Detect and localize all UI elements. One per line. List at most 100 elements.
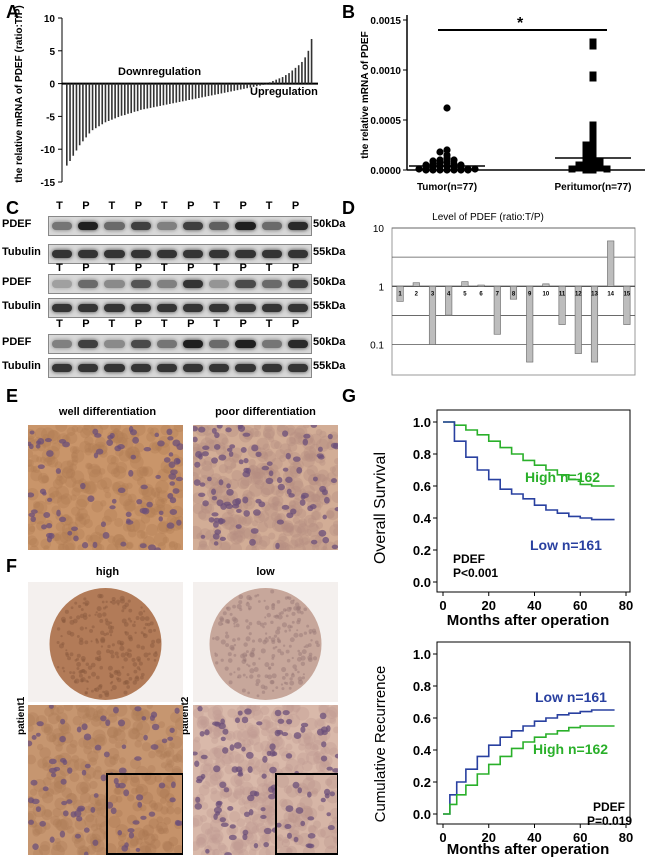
tissue-cell: [86, 463, 93, 470]
tissue-cell: [279, 454, 287, 462]
tissue-speck: [116, 677, 120, 681]
tissue-cell: [48, 712, 60, 725]
tissue-cell: [119, 757, 126, 764]
tissue-cell: [259, 719, 271, 731]
tissue-cell: [100, 477, 113, 490]
tissue-cell: [28, 464, 35, 473]
tissue-cell: [70, 506, 81, 516]
tissue-cell: [46, 732, 57, 743]
tissue-cell: [42, 777, 52, 786]
tissue-cell: [139, 841, 152, 853]
panel-g-recurrence-xtick-label: 60: [573, 830, 587, 845]
tissue-speck: [268, 635, 272, 639]
tissue-cell: [251, 520, 259, 527]
tissue-nucleus: [213, 443, 221, 450]
tissue-cell: [93, 802, 103, 812]
tissue-nucleus: [285, 753, 293, 759]
tissue-cell: [239, 781, 254, 796]
tissue-speck: [256, 674, 261, 678]
panel-c-band: [130, 304, 151, 312]
tissue-nucleus: [285, 805, 294, 812]
tissue-cell: [311, 790, 318, 797]
tissue-cell: [300, 786, 309, 794]
tissue-speck: [310, 639, 313, 642]
tissue-cell: [197, 543, 210, 550]
tissue-cell: [208, 725, 222, 739]
tissue-cell: [224, 457, 237, 470]
tissue-cell: [43, 457, 53, 467]
tissue-cell: [230, 774, 243, 787]
tissue-nucleus: [167, 736, 174, 741]
tissue-speck: [225, 631, 229, 635]
tissue-cell: [118, 840, 126, 848]
tissue-cell: [304, 529, 312, 537]
tissue-speck: [261, 690, 266, 694]
tissue-cell: [198, 508, 211, 521]
tissue-cell: [293, 427, 306, 440]
tissue-cell: [173, 542, 182, 550]
tissue-cell: [310, 433, 322, 446]
tissue-speck: [289, 680, 295, 686]
tissue-speck: [79, 626, 84, 631]
panel-c-band: [104, 304, 125, 312]
panel-a-bar: [133, 83, 136, 112]
tissue-cell: [163, 816, 171, 825]
tissue-cell: [66, 743, 77, 755]
panel-a-bar: [169, 83, 171, 104]
tissue-speck: [133, 669, 138, 674]
tissue-cell: [113, 727, 122, 736]
panel-a-bar: [291, 70, 294, 84]
panel-d-bar: [445, 285, 453, 316]
tissue-cell: [55, 743, 63, 752]
panel-c-band: [52, 340, 73, 348]
tissue-cell: [88, 757, 98, 766]
panel-a-bar: [127, 83, 129, 114]
tissue-cell: [41, 723, 51, 734]
tissue-speck: [116, 655, 120, 659]
tissue-cell: [92, 713, 101, 722]
panel-a-bar: [204, 83, 207, 97]
tissue-cell: [103, 508, 118, 522]
tissue-cell: [165, 758, 173, 766]
tissue-cell: [304, 807, 318, 821]
panel-b-point-tumor: [422, 166, 430, 174]
tissue-cell: [63, 705, 73, 712]
panel-c-row-tubulin: Tubulin: [2, 246, 41, 258]
tissue-cell: [83, 766, 97, 779]
panel-d-cat-label: 5: [463, 291, 467, 297]
tissue-nucleus: [55, 468, 62, 474]
tissue-nucleus: [81, 542, 89, 549]
tissue-cell: [333, 527, 338, 535]
tissue-cell: [79, 792, 91, 804]
tissue-nucleus: [174, 707, 180, 714]
tissue-cell: [206, 808, 216, 818]
tissue-cell: [288, 437, 296, 444]
tissue-cell: [227, 708, 237, 718]
tissue-speck: [281, 667, 287, 673]
panel-d-ytick-label: 10: [373, 224, 385, 235]
tissue-cell: [293, 497, 301, 505]
tissue-speck: [110, 654, 115, 659]
tissue-nucleus: [123, 789, 130, 797]
tissue-cell: [156, 504, 166, 514]
panel-c-band: [261, 304, 282, 312]
tissue-cell: [200, 762, 214, 776]
tissue-cell: [28, 459, 34, 467]
tissue-cell: [73, 758, 87, 772]
tissue-cell: [74, 837, 86, 849]
tissue-cell: [156, 825, 164, 832]
tissue-cell: [231, 837, 244, 851]
panel-a-bar: [143, 83, 145, 110]
tissue-nucleus: [193, 436, 198, 443]
tissue-cell: [230, 462, 237, 469]
tissue-speck: [301, 676, 305, 680]
tissue-nucleus: [322, 514, 327, 520]
tissue-speck: [67, 656, 72, 661]
panel-c-band: [104, 280, 125, 288]
tissue-cell: [166, 760, 175, 768]
panel-b-point-peritumor: [596, 160, 604, 168]
tissue-nucleus: [227, 806, 234, 811]
tissue-speck: [154, 651, 158, 654]
tissue-cell: [236, 720, 246, 730]
panel-c-band: [287, 280, 308, 288]
